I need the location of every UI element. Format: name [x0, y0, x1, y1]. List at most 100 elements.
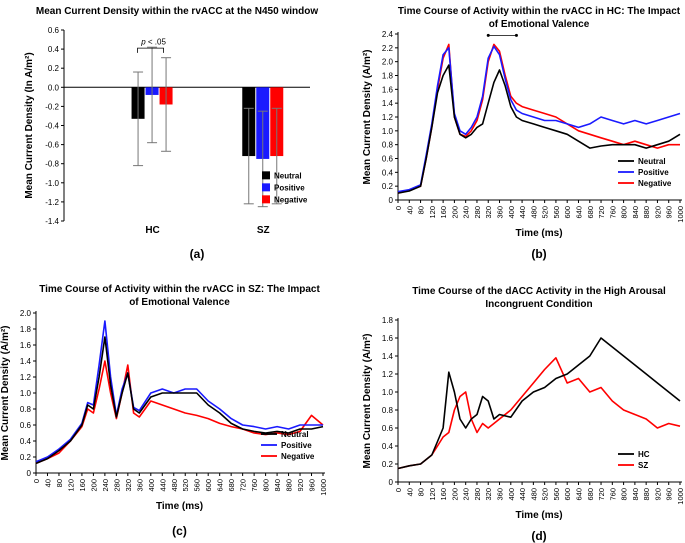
x-tick-label: HC — [145, 225, 159, 236]
x-tick-label: 680 — [227, 479, 236, 492]
x-tick-label: 680 — [586, 206, 595, 219]
x-tick-label: 520 — [181, 479, 190, 492]
x-tick-label: 840 — [631, 488, 640, 501]
x-tick-label: 480 — [170, 479, 179, 492]
x-tick-label: 280 — [473, 488, 482, 501]
x-tick-label: 440 — [518, 488, 527, 501]
x-tick-label: 960 — [308, 479, 317, 492]
x-tick-label: 0 — [394, 488, 403, 492]
x-tick-label: 1000 — [676, 488, 685, 505]
legend-entry: Neutral — [638, 157, 666, 166]
chart-title: Mean Current Density within the rvACC at… — [36, 6, 318, 17]
x-tick-label: 600 — [204, 479, 213, 492]
x-tick-label: 1000 — [319, 479, 328, 496]
panel-label: (c) — [172, 524, 187, 538]
y-tick-label: 1.4 — [382, 99, 394, 108]
y-tick-label: -0.8 — [45, 160, 59, 169]
y-tick-label: 2.0 — [382, 58, 394, 67]
y-tick-label: -1.4 — [45, 217, 59, 226]
legend-entry: Positive — [274, 183, 305, 192]
chart-title: Time Course of Activity within the rvACC… — [398, 6, 681, 17]
y-tick-label: 0.4 — [48, 45, 60, 54]
y-tick-label: 1.2 — [382, 113, 394, 122]
y-tick-label: 2.4 — [382, 30, 394, 39]
x-tick-label: 160 — [439, 206, 448, 219]
x-tick-label: 880 — [642, 206, 651, 219]
panel-c: Time Course of Activity within the rvACC… — [0, 284, 328, 538]
x-tick-label: 0 — [32, 479, 41, 483]
y-tick-label: 1.4 — [20, 357, 32, 366]
y-tick-label: 0.6 — [382, 424, 394, 433]
x-tick-label: 880 — [642, 488, 651, 501]
x-tick-label: 80 — [55, 479, 64, 487]
x-tick-label: 240 — [101, 479, 110, 492]
x-tick-label: 320 — [484, 206, 493, 219]
x-tick-label: 280 — [112, 479, 121, 492]
x-tick-label: 600 — [563, 206, 572, 219]
y-tick-label: 0.6 — [20, 421, 32, 430]
y-tick-label: 0.2 — [382, 182, 394, 191]
legend-entry: Neutral — [274, 171, 302, 180]
x-tick-label: 760 — [608, 206, 617, 219]
x-tick-label: 520 — [541, 488, 550, 501]
legend-entry: HC — [638, 450, 650, 459]
x-tick-label: 960 — [665, 206, 674, 219]
legend-entry: Positive — [281, 441, 312, 450]
x-tick-label: 400 — [507, 206, 516, 219]
legend-entry: Negative — [274, 195, 308, 204]
y-tick-label: 1.0 — [382, 127, 394, 136]
significance-bracket — [137, 47, 164, 53]
x-tick-label: 400 — [147, 479, 156, 492]
x-tick-label: 560 — [552, 206, 561, 219]
y-tick-label: 1.0 — [20, 389, 32, 398]
y-tick-label: 0 — [389, 196, 394, 205]
x-axis-label: Time (ms) — [156, 501, 203, 512]
x-tick-label: 640 — [574, 488, 583, 501]
y-tick-label: 0.8 — [382, 141, 394, 150]
y-tick-label: 1.4 — [382, 352, 394, 361]
y-axis-label: Mean Current Density (A/m²) — [0, 325, 11, 460]
x-tick-label: 520 — [541, 206, 550, 219]
x-tick-label: 40 — [405, 488, 414, 496]
x-axis-label: Time (ms) — [515, 510, 562, 521]
x-tick-label: 160 — [78, 479, 87, 492]
bracket-end — [486, 33, 490, 37]
x-tick-label: 840 — [273, 479, 282, 492]
x-tick-label: 760 — [608, 488, 617, 501]
y-tick-label: 0.2 — [382, 460, 394, 469]
x-tick-label: 160 — [439, 488, 448, 501]
significance-annotation: p < .05 — [140, 37, 166, 46]
x-tick-label: SZ — [257, 225, 270, 236]
x-tick-label: 840 — [631, 206, 640, 219]
x-tick-label: 680 — [586, 488, 595, 501]
chart-title: Incongruent Condition — [485, 299, 592, 310]
x-tick-label: 240 — [462, 206, 471, 219]
y-tick-label: -1.2 — [45, 198, 59, 207]
legend-swatch — [262, 195, 270, 204]
series-line — [35, 336, 324, 465]
y-tick-label: 0.6 — [382, 155, 394, 164]
x-tick-label: 720 — [597, 206, 606, 219]
series-line — [397, 45, 681, 193]
legend-entry: Neutral — [281, 430, 309, 439]
y-axis-label: Mean Current Density (A/m²) — [362, 49, 373, 184]
series-line — [35, 320, 323, 463]
chart-title: of Emotional Valence — [489, 19, 590, 30]
series-line — [397, 64, 681, 194]
x-tick-label: 280 — [473, 206, 482, 219]
panel-label: (d) — [531, 529, 546, 543]
legend-entry: Positive — [638, 168, 669, 177]
x-tick-label: 240 — [462, 488, 471, 501]
x-tick-label: 920 — [653, 206, 662, 219]
x-tick-label: 480 — [529, 488, 538, 501]
legend-entry: Negative — [638, 179, 672, 188]
legend-swatch — [262, 171, 270, 180]
y-tick-label: 2.2 — [382, 44, 394, 53]
y-tick-label: 0.8 — [20, 405, 32, 414]
y-tick-label: 0.4 — [20, 437, 32, 446]
x-tick-label: 720 — [239, 479, 248, 492]
x-tick-label: 120 — [66, 479, 75, 492]
x-tick-label: 440 — [158, 479, 167, 492]
y-tick-label: 0.2 — [48, 64, 60, 73]
x-tick-label: 360 — [135, 479, 144, 492]
